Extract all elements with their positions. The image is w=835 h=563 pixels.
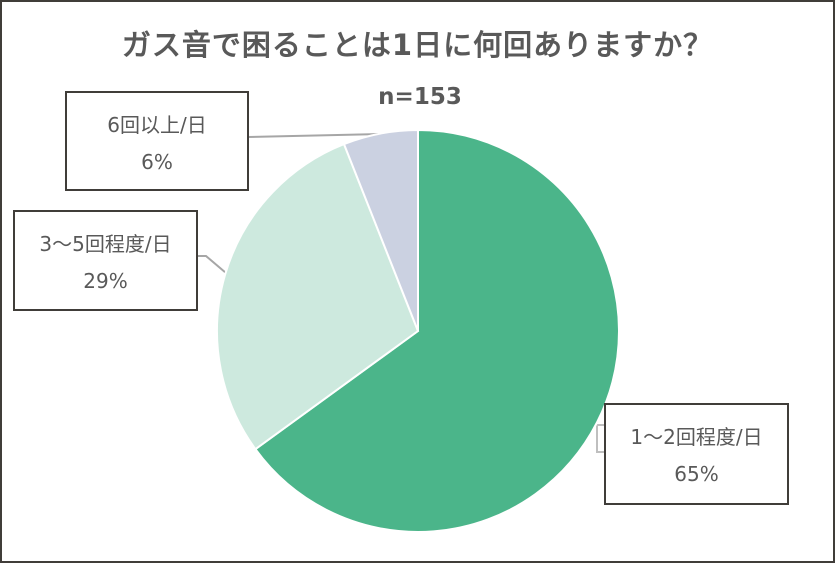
pie-slice-1-2-times xyxy=(253,128,621,533)
label-category: 1〜2回程度/日 xyxy=(630,425,763,449)
data-label-3-5: 3〜5回程度/日 29% xyxy=(13,210,198,311)
label-percent: 29% xyxy=(83,269,128,293)
leader-line-65 xyxy=(596,424,606,453)
pie-slice-6-plus-times xyxy=(342,128,419,332)
data-label-1-2: 1〜2回程度/日 65% xyxy=(604,403,789,505)
leader-line-6 xyxy=(247,133,383,138)
leader-line-29 xyxy=(198,255,227,274)
data-label-6-plus: 6回以上/日 6% xyxy=(65,91,249,191)
label-category: 3〜5回程度/日 xyxy=(39,232,172,256)
chart-title: ガス音で困ることは1日に何回ありますか？ xyxy=(121,28,714,62)
label-percent: 65% xyxy=(674,462,719,486)
sample-size: n=153 xyxy=(378,84,462,110)
pie-slice-3-5-times xyxy=(216,142,420,451)
label-percent: 6% xyxy=(141,150,173,174)
label-category: 6回以上/日 xyxy=(107,113,207,137)
